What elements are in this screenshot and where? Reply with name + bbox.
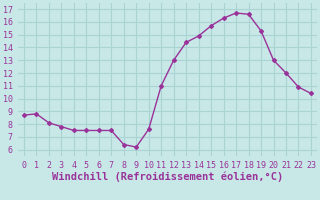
X-axis label: Windchill (Refroidissement éolien,°C): Windchill (Refroidissement éolien,°C) [52,171,283,182]
